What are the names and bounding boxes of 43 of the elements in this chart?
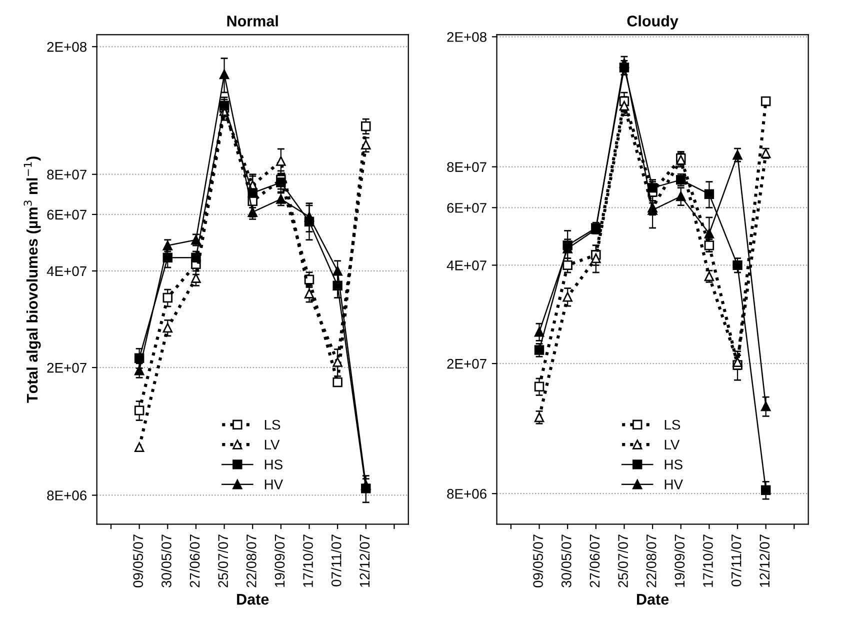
y-tick-label: 8E+07 xyxy=(47,170,86,180)
x-tick-label: 12/12/07 xyxy=(759,534,770,587)
y-tick-label: 4E+07 xyxy=(46,266,86,276)
chart-title: Normal xyxy=(227,15,278,26)
x-tick-label: 09/05/07 xyxy=(132,534,144,588)
x-tick-label: 19/09/07 xyxy=(674,534,685,587)
x-tick-label: 27/06/07 xyxy=(589,534,600,588)
x-tick-label: 22/08/07 xyxy=(246,534,256,588)
x-tick-label: 17/10/07 xyxy=(302,534,313,587)
x-tick-label: 07/11/07 xyxy=(331,534,342,586)
x-tick-label: 30/05/07 xyxy=(161,534,172,588)
legend-label: LV xyxy=(264,440,280,450)
x-tick-label: 07/11/07 xyxy=(731,534,742,586)
legend-label: HV xyxy=(264,480,284,490)
x-tick-label: 17/10/07 xyxy=(702,534,713,587)
x-tick-label: 09/05/07 xyxy=(532,534,543,588)
y-tick-label: 8E+07 xyxy=(447,162,486,172)
x-tick-label: 25/07/07 xyxy=(618,534,628,588)
y-tick-label: 2E+08 xyxy=(447,32,486,42)
x-tick-label: 12/12/07 xyxy=(359,534,370,587)
y-tick-label: 8E+06 xyxy=(47,490,86,500)
legend-label: HS xyxy=(664,460,682,470)
y-tick-label: 8E+06 xyxy=(447,488,486,499)
legend-label: HV xyxy=(664,480,683,490)
x-tick-label: 25/07/07 xyxy=(218,534,228,588)
legend-label: HS xyxy=(264,460,282,470)
legend-label: LS xyxy=(264,420,280,430)
y-tick-label: 2E+07 xyxy=(47,362,86,373)
y-tick-label: 4E+07 xyxy=(446,260,486,270)
x-tick-label: 22/08/07 xyxy=(646,534,656,588)
legend-label: LS xyxy=(664,420,680,430)
y-tick-label: 6E+07 xyxy=(47,210,86,220)
y-tick-label: 2E+08 xyxy=(47,42,87,52)
y-tick-label: 6E+07 xyxy=(447,202,486,213)
y-tick-label: 2E+07 xyxy=(447,358,486,369)
x-axis-title: Date xyxy=(637,594,669,605)
x-tick-label: 27/06/07 xyxy=(189,534,200,588)
x-tick-label: 19/09/07 xyxy=(274,534,285,587)
legend-label: LV xyxy=(664,440,680,450)
x-axis-title: Date xyxy=(237,594,269,605)
y-axis-title: Total algal biovolumes (µm$^{3}$ ml$^{−1}$) xyxy=(24,156,41,403)
x-tick-label: 30/05/07 xyxy=(561,534,572,588)
chart-title: Cloudy xyxy=(627,15,678,30)
